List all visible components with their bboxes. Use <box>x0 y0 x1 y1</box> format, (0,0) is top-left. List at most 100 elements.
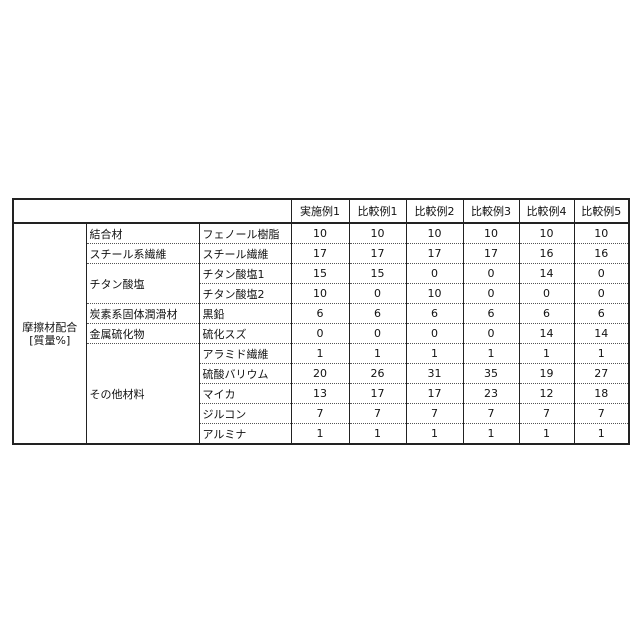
value-cell: 1 <box>519 424 574 445</box>
material-cell: フェノール樹脂 <box>199 223 291 244</box>
material-cell: マイカ <box>199 384 291 404</box>
value-cell: 10 <box>574 223 629 244</box>
header-cell: 比較例1 <box>349 199 406 223</box>
category-cell: スチール系繊維 <box>86 244 199 264</box>
value-cell: 17 <box>349 384 406 404</box>
value-cell: 0 <box>519 284 574 304</box>
material-cell: アラミド繊維 <box>199 344 291 364</box>
value-cell: 26 <box>349 364 406 384</box>
value-cell: 6 <box>519 304 574 324</box>
header-cell: 比較例2 <box>406 199 463 223</box>
value-cell: 35 <box>463 364 519 384</box>
value-cell: 1 <box>519 344 574 364</box>
value-cell: 17 <box>291 244 349 264</box>
value-cell: 23 <box>463 384 519 404</box>
value-cell: 17 <box>406 244 463 264</box>
value-cell: 10 <box>349 223 406 244</box>
value-cell: 16 <box>519 244 574 264</box>
value-cell: 14 <box>519 264 574 284</box>
value-cell: 0 <box>349 324 406 344</box>
value-cell: 6 <box>463 304 519 324</box>
category-cell: チタン酸塩 <box>86 264 199 304</box>
value-cell: 1 <box>291 344 349 364</box>
table-row: チタン酸塩チタン酸塩1151500140 <box>13 264 629 284</box>
header-cell: 比較例5 <box>574 199 629 223</box>
value-cell: 31 <box>406 364 463 384</box>
value-cell: 7 <box>463 404 519 424</box>
value-cell: 1 <box>463 424 519 445</box>
material-cell: ジルコン <box>199 404 291 424</box>
group-label: 摩擦材配合 <box>17 321 83 334</box>
value-cell: 1 <box>406 344 463 364</box>
value-cell: 1 <box>574 424 629 445</box>
value-cell: 0 <box>463 264 519 284</box>
value-cell: 7 <box>406 404 463 424</box>
value-cell: 0 <box>349 284 406 304</box>
value-cell: 0 <box>291 324 349 344</box>
value-cell: 13 <box>291 384 349 404</box>
value-cell: 0 <box>406 264 463 284</box>
header-cell: 比較例3 <box>463 199 519 223</box>
material-cell: スチール繊維 <box>199 244 291 264</box>
group-unit: [質量%] <box>17 334 83 347</box>
value-cell: 27 <box>574 364 629 384</box>
value-cell: 12 <box>519 384 574 404</box>
value-cell: 10 <box>291 284 349 304</box>
header-blank-cell <box>13 199 291 223</box>
value-cell: 7 <box>349 404 406 424</box>
material-cell: チタン酸塩2 <box>199 284 291 304</box>
value-cell: 10 <box>519 223 574 244</box>
value-cell: 15 <box>291 264 349 284</box>
value-cell: 0 <box>463 284 519 304</box>
table-row: 金属硫化物硫化スズ00001414 <box>13 324 629 344</box>
category-cell: その他材料 <box>86 344 199 445</box>
value-cell: 1 <box>291 424 349 445</box>
table-row: 摩擦材配合[質量%]結合材フェノール樹脂101010101010 <box>13 223 629 244</box>
value-cell: 10 <box>463 223 519 244</box>
group-label-cell: 摩擦材配合[質量%] <box>13 223 86 444</box>
value-cell: 17 <box>349 244 406 264</box>
value-cell: 10 <box>291 223 349 244</box>
value-cell: 7 <box>574 404 629 424</box>
formulation-table: 実施例1 比較例1 比較例2 比較例3 比較例4 比較例5 摩擦材配合[質量%]… <box>12 198 630 445</box>
value-cell: 1 <box>349 424 406 445</box>
material-cell: アルミナ <box>199 424 291 445</box>
value-cell: 15 <box>349 264 406 284</box>
header-cell: 実施例1 <box>291 199 349 223</box>
table-row: スチール系繊維スチール繊維171717171616 <box>13 244 629 264</box>
value-cell: 6 <box>574 304 629 324</box>
value-cell: 16 <box>574 244 629 264</box>
value-cell: 20 <box>291 364 349 384</box>
table-row: 炭素系固体潤滑材黒鉛666666 <box>13 304 629 324</box>
value-cell: 14 <box>574 324 629 344</box>
value-cell: 0 <box>463 324 519 344</box>
value-cell: 7 <box>519 404 574 424</box>
material-cell: チタン酸塩1 <box>199 264 291 284</box>
value-cell: 1 <box>406 424 463 445</box>
value-cell: 17 <box>406 384 463 404</box>
material-cell: 硫化スズ <box>199 324 291 344</box>
category-cell: 金属硫化物 <box>86 324 199 344</box>
value-cell: 0 <box>574 284 629 304</box>
header-cell: 比較例4 <box>519 199 574 223</box>
value-cell: 6 <box>291 304 349 324</box>
table-row: その他材料アラミド繊維111111 <box>13 344 629 364</box>
value-cell: 10 <box>406 223 463 244</box>
value-cell: 14 <box>519 324 574 344</box>
category-cell: 結合材 <box>86 223 199 244</box>
value-cell: 1 <box>463 344 519 364</box>
value-cell: 6 <box>349 304 406 324</box>
category-cell: 炭素系固体潤滑材 <box>86 304 199 324</box>
value-cell: 17 <box>463 244 519 264</box>
value-cell: 1 <box>574 344 629 364</box>
material-cell: 硫酸バリウム <box>199 364 291 384</box>
value-cell: 18 <box>574 384 629 404</box>
value-cell: 10 <box>406 284 463 304</box>
value-cell: 7 <box>291 404 349 424</box>
value-cell: 6 <box>406 304 463 324</box>
value-cell: 0 <box>406 324 463 344</box>
value-cell: 1 <box>349 344 406 364</box>
value-cell: 19 <box>519 364 574 384</box>
material-cell: 黒鉛 <box>199 304 291 324</box>
value-cell: 0 <box>574 264 629 284</box>
